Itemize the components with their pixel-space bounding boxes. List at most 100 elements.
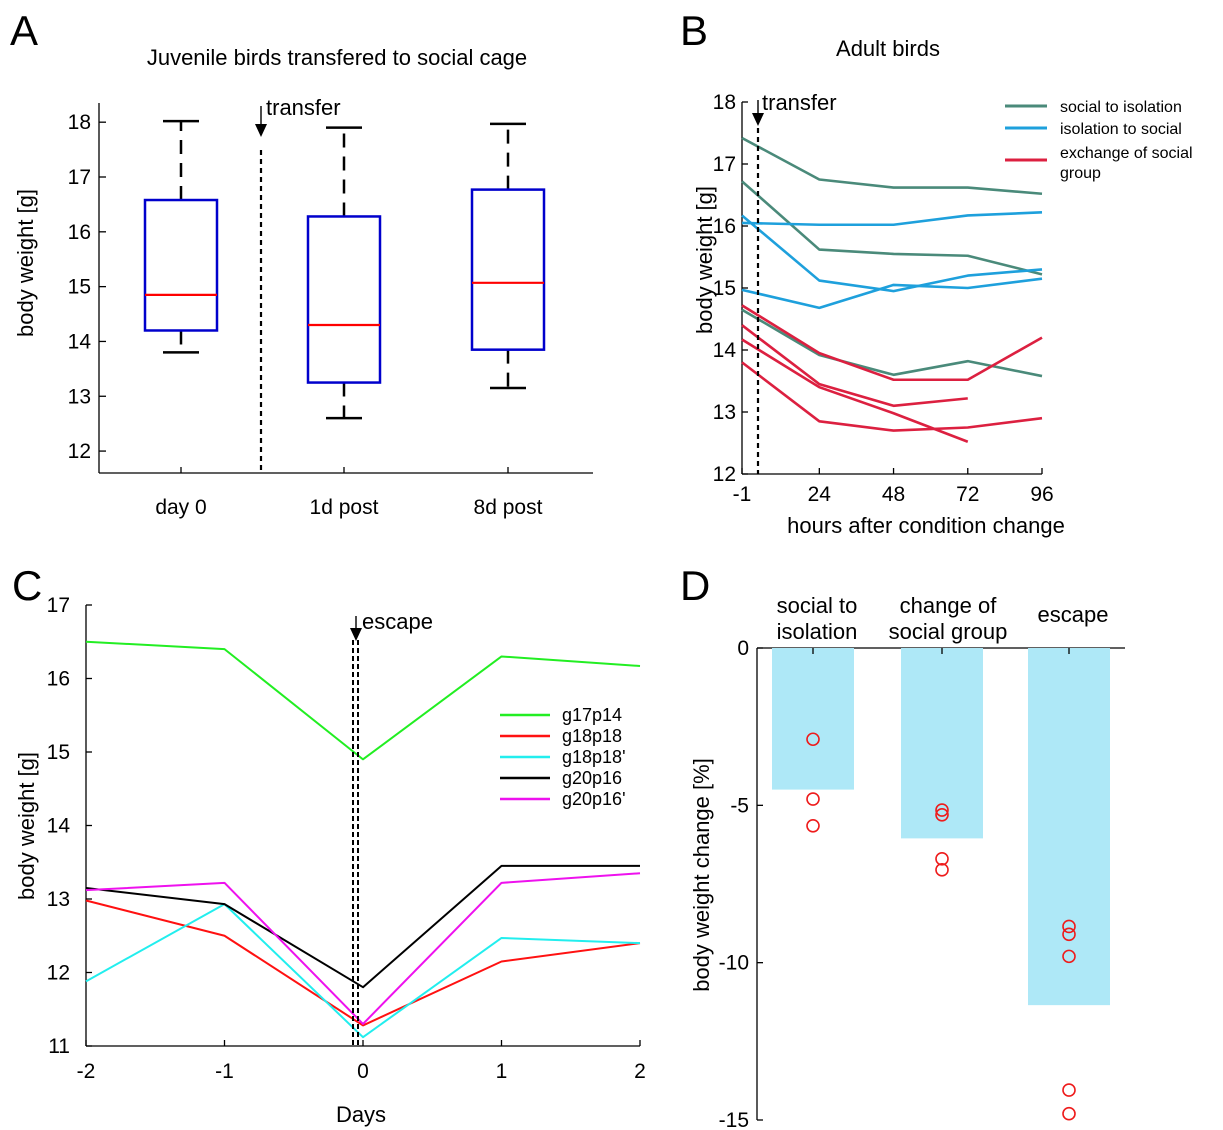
panel-letter-b: B (680, 7, 708, 54)
box-iqr (143, 198, 219, 332)
panel-b-legend: social to isolation isolation to social … (1005, 99, 1193, 182)
panel-c-y-tick-label: 11 (48, 1035, 70, 1058)
data-point (935, 803, 949, 817)
panel-letter-a: A (10, 7, 38, 54)
panel-b-transfer-label: transfer (762, 90, 837, 115)
panel-c-chart: body weight [g] Days escape 111213141516… (14, 594, 646, 1127)
series-line-g20p16 (85, 864, 640, 989)
legend-label-g20p16: g20p16' (562, 789, 626, 809)
category-label-social-to-isolation: social to isolation (777, 593, 858, 644)
legend-label-g20p16: g20p16 (562, 768, 622, 788)
data-point (935, 863, 949, 877)
category-label-change-of-social-group: change of social group (889, 593, 1008, 644)
data-point (1062, 927, 1076, 942)
panel-a-y-axis-label: body weight [g] (13, 189, 38, 337)
data-point (1062, 949, 1076, 964)
series-line-g20p16 (85, 872, 641, 1025)
panel-b-x-tick-label: 96 (1030, 483, 1053, 506)
series-line-g18p18 (85, 903, 641, 1039)
category-label-line: change of (900, 593, 998, 618)
panel-c-y-tick-label: 14 (47, 815, 71, 838)
panel-d-y-tick-label: 0 (737, 637, 749, 660)
category-label-escape: escape (1038, 602, 1109, 627)
panel-b-chart: Adult birds body weight [g] hours after … (692, 36, 1193, 538)
box-iqr (306, 215, 382, 384)
panel-b-y-tick-label: 12 (713, 463, 736, 486)
series-line-isolation-to-social (741, 277, 1043, 310)
data-point (1062, 1083, 1076, 1097)
panel-a-y-tick-label: 18 (68, 111, 91, 134)
bar-escape (1028, 648, 1110, 1006)
panel-c-escape-label: escape (362, 609, 433, 634)
series-line-exchange-of-social-group (741, 338, 969, 443)
legend-label-isolation-to-social: isolation to social (1060, 121, 1182, 138)
panel-c-x-tick-label: 1 (496, 1060, 508, 1083)
legend-label-g18p18: g18p18 (562, 726, 622, 746)
legend-label-exchange-of-social-group: exchange of social group (1060, 145, 1193, 182)
panel-a-x-tick-label: 1d post (310, 496, 379, 519)
legend-label-g17p14: g17p14 (562, 705, 622, 725)
panel-b-title: Adult birds (836, 36, 940, 61)
panel-a-x-tick-label: 8d post (474, 496, 543, 519)
panel-c-y-tick-label: 13 (47, 888, 70, 911)
panel-a-y-tick-label: 13 (68, 385, 91, 408)
escape-arrow-head (350, 628, 362, 641)
panel-a-x-tick-label: day 0 (155, 496, 206, 519)
panel-c-y-tick-label: 15 (47, 741, 70, 764)
panel-a-title: Juvenile birds transfered to social cage (147, 45, 527, 70)
category-label-line: social group (889, 619, 1008, 644)
box-iqr (470, 188, 546, 351)
panel-c-x-axis-label: Days (336, 1102, 386, 1127)
series-line-social-to-isolation (741, 180, 1043, 276)
panel-b-x-tick-label: 48 (882, 483, 905, 506)
panel-b-y-tick-label: 17 (713, 153, 736, 176)
panel-b-x-tick-label: -1 (733, 483, 752, 506)
data-point (806, 818, 820, 833)
panel-c-x-tick-label: -1 (215, 1060, 234, 1083)
legend-label-line-2: group (1060, 165, 1101, 182)
panel-a-y-tick-label: 12 (68, 440, 91, 463)
series-line-exchange-of-social-group (741, 304, 1043, 382)
series-line-exchange-of-social-group (741, 361, 1043, 432)
data-point (806, 792, 820, 806)
series-line-isolation-to-social (741, 214, 1043, 293)
panel-b-y-tick-label: 15 (713, 277, 736, 300)
bar-change-of-social-group (901, 648, 983, 839)
series-line-g17p14 (85, 640, 641, 761)
series-line-social-to-isolation (741, 136, 1043, 196)
series-line-g18p18 (85, 899, 641, 1027)
data-point (806, 732, 820, 747)
data-point (1062, 1106, 1076, 1121)
legend-label-g18p18: g18p18' (562, 747, 626, 767)
bar-social-to-isolation (772, 648, 854, 790)
series-line-exchange-of-social-group (741, 324, 968, 408)
data-point (935, 807, 949, 822)
panel-b-y-axis-label: body weight [g] (692, 186, 717, 334)
panel-c-y-axis-label: body weight [g] (14, 752, 39, 900)
legend-label-social-to-isolation: social to isolation (1060, 99, 1182, 116)
panel-d-y-tick-label: -5 (730, 794, 749, 817)
category-label-line: isolation (777, 619, 858, 644)
category-label-line: escape (1038, 602, 1109, 627)
panel-a-transfer-label: transfer (266, 95, 341, 120)
transfer-arrow-head (752, 113, 764, 126)
panel-b-y-tick-label: 16 (713, 215, 736, 238)
panel-c-x-tick-label: -2 (77, 1060, 96, 1083)
panel-a-y-tick-label: 16 (68, 221, 91, 244)
category-label-line: social to (777, 593, 858, 618)
panel-letter-c: C (12, 562, 42, 609)
panel-b-y-tick-label: 13 (713, 401, 736, 424)
panel-d-y-axis-label: body weight change [%] (689, 758, 714, 992)
legend-label-line-1: exchange of social (1060, 145, 1193, 162)
panel-d-chart: body weight change [%] 0 -5 -10 -15 social t… (689, 593, 1125, 1130)
panel-b-x-tick-label: 24 (808, 483, 832, 506)
transfer-arrow-head (255, 124, 267, 137)
panel-a-y-tick-label: 15 (68, 276, 91, 299)
panel-c-x-tick-label: 2 (634, 1060, 646, 1083)
panel-letter-d: D (680, 562, 710, 609)
series-line-isolation-to-social (741, 211, 1043, 227)
panel-b-x-axis-label: hours after condition change (787, 513, 1065, 538)
panel-b-y-tick-label: 18 (713, 91, 736, 114)
